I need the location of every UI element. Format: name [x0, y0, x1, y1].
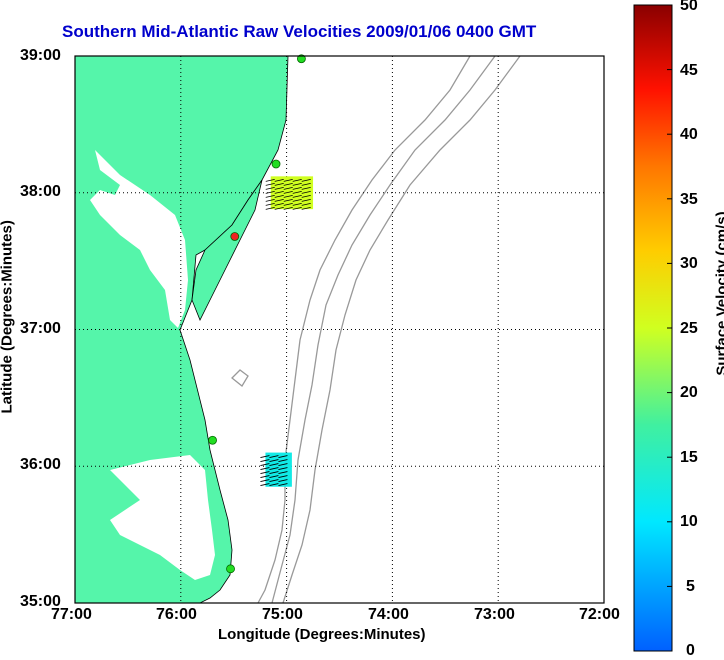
- x-tick-label: 72:00: [579, 606, 620, 624]
- y-tick-label: 39:00: [20, 47, 61, 65]
- land-area: [75, 56, 288, 603]
- colorbar-label: Surface Velocity (cm/s): [714, 184, 724, 404]
- colorbar-tick-label: 50: [680, 0, 698, 15]
- radar-site-marker: [209, 436, 217, 444]
- x-axis-label: Longitude (Degrees:Minutes): [218, 626, 426, 643]
- colorbar-tick-label: 30: [680, 255, 698, 273]
- x-tick-label: 76:00: [156, 606, 197, 624]
- colorbar: [634, 5, 672, 651]
- velocity-vectors: [260, 179, 310, 485]
- x-tick-label: 74:00: [368, 606, 409, 624]
- y-tick-label: 38:00: [20, 183, 61, 201]
- colorbar-tick-label: 5: [686, 578, 695, 596]
- y-axis-label: Latitude (Degrees:Minutes): [0, 244, 16, 414]
- radar-site-marker: [231, 233, 239, 241]
- x-tick-label: 77:00: [51, 606, 92, 624]
- radar-site-marker: [227, 565, 235, 573]
- x-tick-label: 73:00: [474, 606, 515, 624]
- colorbar-tick-label: 25: [680, 320, 698, 338]
- contour-shelf-break-outer: [283, 56, 520, 603]
- radar-site-marker: [272, 160, 280, 168]
- velocity-patches: [265, 176, 313, 486]
- colorbar-tick-label: 15: [680, 449, 698, 467]
- colorbar-tick-label: 0: [686, 642, 695, 660]
- x-tick-label: 75:00: [262, 606, 303, 624]
- colorbar-tick-label: 45: [680, 62, 698, 80]
- y-tick-label: 37:00: [20, 320, 61, 338]
- y-tick-label: 36:00: [20, 456, 61, 474]
- colorbar-tick-label: 10: [680, 513, 698, 531]
- contour-shoal: [232, 370, 248, 386]
- colorbar-tick-label: 35: [680, 191, 698, 209]
- colorbar-tick-label: 20: [680, 384, 698, 402]
- colorbar-tick-label: 40: [680, 126, 698, 144]
